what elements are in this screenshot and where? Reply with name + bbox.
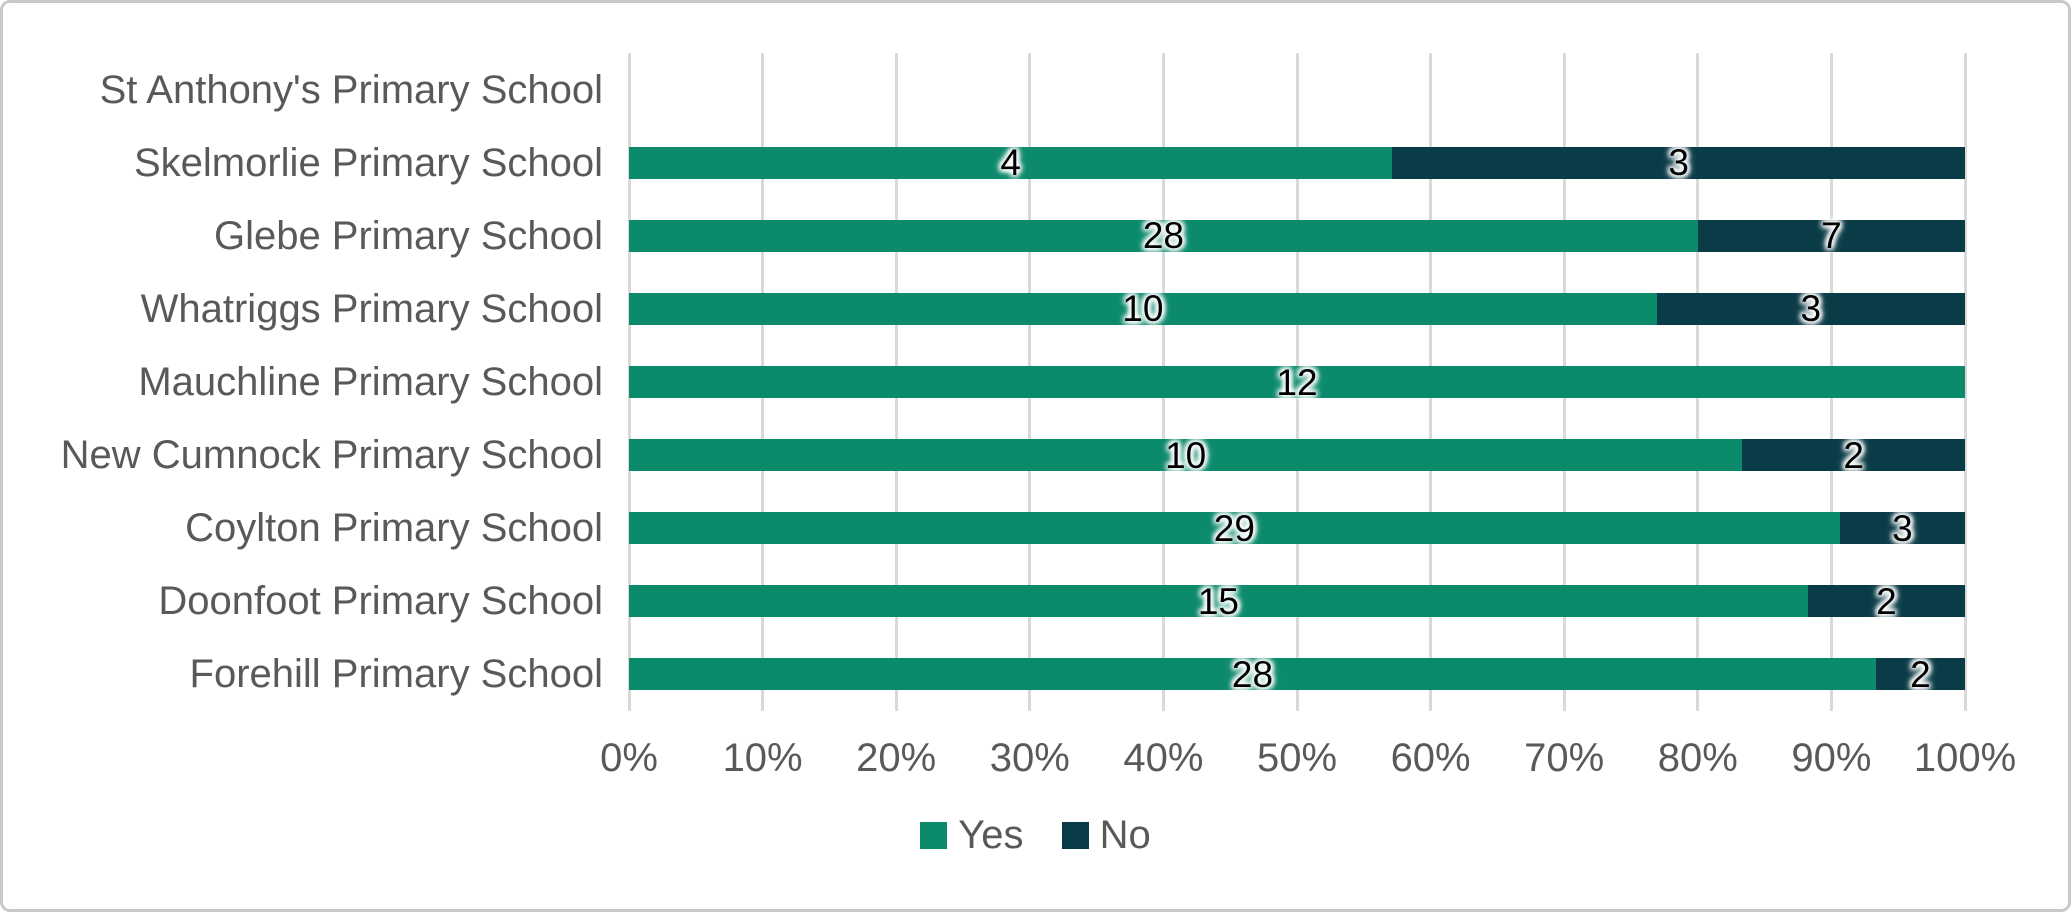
data-label-no: 2 — [1843, 434, 1864, 476]
bar-segment-no: 7 — [1697, 215, 1965, 257]
category-label: Whatriggs Primary School — [140, 286, 603, 331]
x-tick-label-10: 10% — [722, 736, 803, 780]
bar-segment-no: 3 — [1392, 142, 1965, 184]
data-label-yes: 15 — [1197, 580, 1239, 622]
bar-segment-yes: 29 — [629, 507, 1840, 549]
x-tick-label-50: 50% — [1256, 736, 1338, 780]
bar-track — [629, 74, 1965, 106]
x-tick-label-20: 20% — [856, 736, 937, 780]
chart-row-forehill-primary-school: Forehill Primary School 28 2 — [3, 638, 2068, 711]
bar-track: 12 — [629, 361, 1965, 403]
data-label-yes: 28 — [1231, 653, 1274, 695]
x-tick-label-60: 60% — [1390, 736, 1471, 780]
data-label-no: 3 — [1668, 142, 1689, 184]
category-label: Skelmorlie Primary School — [133, 140, 603, 185]
data-label-no: 7 — [1821, 215, 1842, 257]
chart-row-doonfoot-primary-school: Doonfoot Primary School 15 2 — [3, 565, 2068, 638]
data-label-no: 2 — [1910, 653, 1931, 695]
data-label-yes: 10 — [1165, 434, 1207, 476]
bar-segment-no: 2 — [1807, 580, 1965, 622]
x-tick-label-30: 30% — [989, 736, 1070, 780]
category-label: Glebe Primary School — [213, 213, 603, 258]
category-label: New Cumnock Primary School — [60, 433, 603, 478]
category-label: St Anthony's Primary School — [99, 67, 603, 112]
category-label: Coylton Primary School — [185, 506, 603, 551]
chart-row-st-anthony-s-primary-school: St Anthony's Primary School — [3, 53, 2068, 126]
bar-segment-yes: 28 — [629, 215, 1698, 257]
bar-segment-yes: 4 — [629, 142, 1393, 184]
chart-row-new-cumnock-primary-school: New Cumnock Primary School 10 2 — [3, 419, 2068, 492]
x-tick-label-40: 40% — [1123, 736, 1204, 780]
legend-label-no: No — [1099, 813, 1151, 857]
category-label: Doonfoot Primary School — [158, 579, 603, 624]
chart-row-mauchline-primary-school: Mauchline Primary School 12 — [3, 346, 2068, 419]
x-tick-label-90: 90% — [1791, 736, 1872, 780]
legend-label-yes: Yes — [958, 813, 1024, 857]
chart-row-coylton-primary-school: Coylton Primary School 29 3 — [3, 492, 2068, 565]
bar-segment-no: 3 — [1839, 507, 1965, 549]
bar-segment-no: 2 — [1875, 653, 1965, 695]
gridline-100 — [1963, 53, 1967, 711]
chart-row-glebe-primary-school: Glebe Primary School 28 7 — [3, 199, 2068, 272]
data-label-yes: 4 — [1000, 142, 1021, 184]
legend-item-yes: Yes — [920, 813, 1024, 857]
category-label: Mauchline Primary School — [138, 360, 603, 404]
bar-segment-yes: 12 — [629, 361, 1965, 403]
bar-segment-yes: 15 — [629, 580, 1808, 622]
x-tick-label-100: 100% — [1913, 736, 2017, 780]
bar-track: 28 7 — [629, 215, 1965, 257]
x-tick-label-80: 80% — [1657, 736, 1738, 780]
bar-track: 10 3 — [629, 288, 1965, 330]
bar-rows: St Anthony's Primary School Skelmorlie Pr… — [3, 53, 2068, 711]
bar-track: 29 3 — [629, 507, 1965, 549]
x-tick-label-70: 70% — [1524, 736, 1605, 780]
legend: Yes No — [3, 815, 2068, 855]
data-label-yes: 29 — [1213, 507, 1255, 549]
data-label-yes: 12 — [1276, 361, 1318, 403]
bar-track: 15 2 — [629, 580, 1965, 622]
bar-track: 28 2 — [629, 653, 1965, 695]
x-axis: 0% 10% 20% 30% 40% 50% 60% 70% 80% 90% 100% — [600, 736, 2016, 786]
bar-segment-yes: 10 — [629, 434, 1743, 476]
chart-row-skelmorlie-primary-school: Skelmorlie Primary School 4 3 — [3, 126, 2068, 199]
data-label-no: 2 — [1876, 580, 1897, 622]
legend-swatch-no — [1061, 821, 1089, 849]
data-label-yes: 28 — [1142, 215, 1184, 257]
legend-item-no: No — [1061, 813, 1151, 857]
bar-segment-no: 2 — [1742, 434, 1965, 476]
data-label-yes: 10 — [1122, 288, 1164, 330]
data-label-no: 3 — [1892, 507, 1913, 549]
bar-track: 10 2 — [629, 434, 1965, 476]
legend-swatch-yes — [920, 821, 948, 849]
bar-segment-yes: 10 — [629, 288, 1657, 330]
bar-segment-no: 3 — [1656, 288, 1965, 330]
chart-row-whatriggs-primary-school: Whatriggs Primary School 10 3 — [3, 272, 2068, 345]
category-label: Forehill Primary School — [189, 652, 603, 697]
data-label-no: 3 — [1800, 288, 1822, 330]
bar-segment-yes: 28 — [629, 653, 1876, 695]
x-tick-label-0: 0% — [600, 736, 658, 780]
